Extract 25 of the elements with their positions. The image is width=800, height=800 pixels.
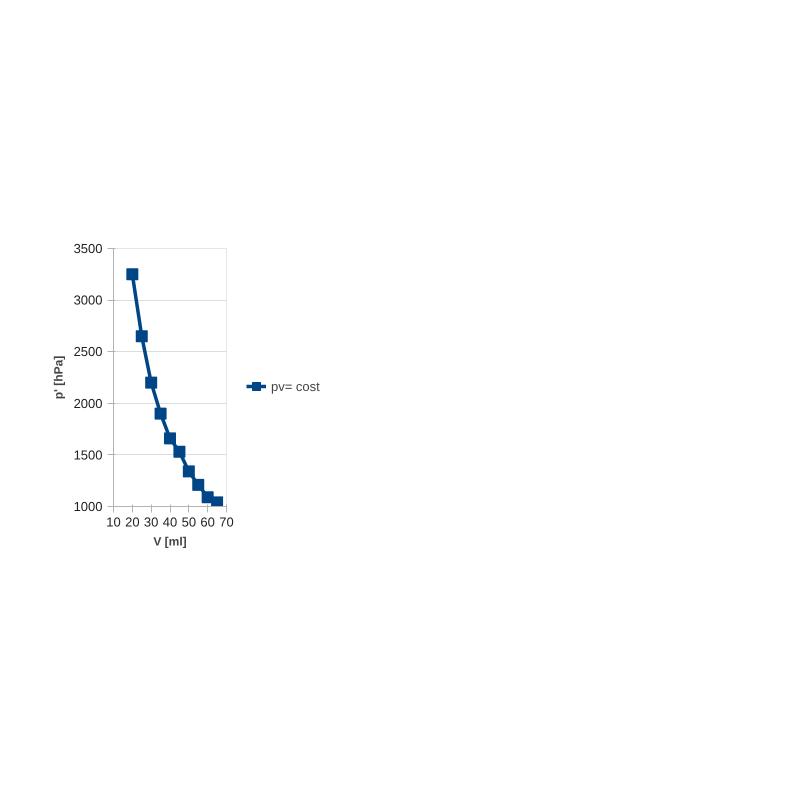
point — [145, 376, 158, 389]
point — [154, 408, 167, 420]
y-tick-label: 1500 — [74, 447, 102, 462]
y-axis-title: p' [hPa] — [52, 356, 66, 400]
point — [192, 478, 204, 491]
x-tick-label: 70 — [219, 514, 234, 530]
y-tick-label: 2500 — [74, 344, 102, 360]
point — [164, 432, 176, 444]
x-tick-label: 40 — [162, 514, 178, 530]
y-tick-label: 1000 — [74, 499, 102, 514]
point — [136, 330, 148, 342]
y-tick-label: 3000 — [74, 292, 102, 308]
point — [182, 465, 195, 478]
x-tick-label: 20 — [125, 514, 140, 530]
x-tick-label: 50 — [182, 514, 196, 530]
point — [126, 268, 138, 280]
x-tick-label: 10 — [106, 514, 121, 530]
x-tick-label: 60 — [200, 514, 215, 530]
point — [211, 496, 224, 506]
legend-label: pv= cost — [271, 378, 320, 394]
x-tick-label: 30 — [144, 514, 158, 530]
point — [173, 446, 186, 458]
y-tick-label: 2000 — [74, 396, 102, 411]
x-axis-title: V [ml] — [153, 534, 187, 548]
y-tick-label: 3500 — [74, 241, 102, 256]
